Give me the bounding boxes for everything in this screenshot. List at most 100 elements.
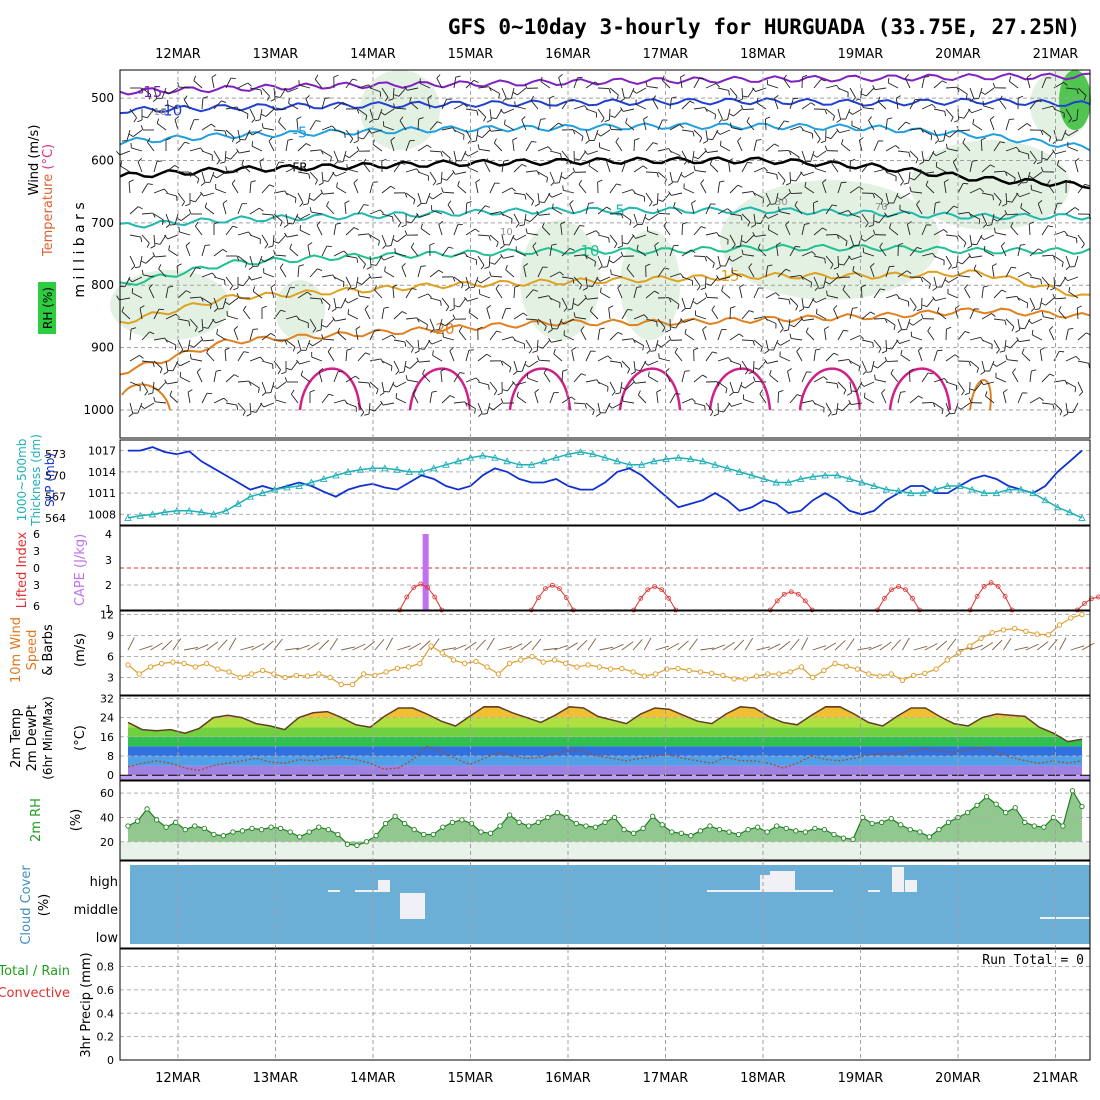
wind-barb-flag: [229, 285, 234, 291]
li-axis-label: Lifted Index: [15, 531, 30, 608]
wind-barb: [831, 162, 839, 173]
wind-barb-flag: [889, 223, 892, 229]
wind-barb: [489, 87, 500, 94]
wind-barb: [728, 161, 731, 173]
wind-barb: [527, 232, 539, 236]
wind-barb-flag: [193, 75, 197, 81]
temperature-contour: [119, 206, 1091, 229]
wind-barb-10m: [509, 643, 523, 651]
wind-barb-flag: [392, 383, 397, 388]
wind-barb: [945, 86, 958, 89]
wind-barb: [972, 123, 983, 131]
wind-barb: [830, 129, 839, 139]
wind-barb-flag: [684, 328, 687, 334]
wind-barb-flag: [677, 304, 680, 310]
wind-barb: [757, 247, 767, 257]
wind-barb: [768, 229, 779, 236]
rh-point: [402, 820, 408, 827]
wind-barb-flag: [600, 287, 602, 293]
wind-barb-flag: [810, 102, 816, 106]
thickness-point: [234, 499, 242, 507]
wind-barb: [292, 213, 299, 225]
wind-barb-flag: [579, 225, 585, 227]
thickness-point: [466, 453, 475, 461]
li-point: [652, 584, 658, 589]
wind-barb-flag: [909, 177, 915, 181]
wind-barb: [1065, 234, 1077, 239]
li-point: [995, 583, 1001, 589]
wind-barb-flag: [991, 313, 996, 317]
wind-barb: [748, 267, 755, 278]
wind-barb: [731, 272, 743, 278]
wind-barb-flag: [497, 392, 503, 396]
wind-barb-flag: [473, 79, 479, 83]
wind-barb-flag: [260, 402, 265, 408]
wind-barb-flag: [985, 391, 988, 397]
thickness-point: [894, 487, 903, 494]
wind-barb: [486, 402, 491, 414]
wind-barb: [837, 330, 844, 341]
wind-barb: [608, 308, 611, 320]
wind-barb: [440, 371, 443, 383]
wind-barb-flag: [964, 392, 970, 396]
wind-barb-flag: [710, 411, 714, 417]
rh-point: [430, 831, 436, 838]
wind-barb: [549, 318, 553, 330]
wind-barb: [344, 203, 347, 215]
wind-barb: [752, 360, 755, 373]
wind-barb-flag: [255, 119, 261, 122]
wind-barb-flag: [671, 96, 677, 99]
wind-barb: [573, 276, 582, 286]
li-point: [645, 587, 651, 593]
wind-barb: [729, 381, 734, 393]
wind-barb-flag: [1020, 203, 1023, 209]
wind-barb-flag: [524, 363, 530, 368]
wind-barb-flag: [221, 100, 227, 104]
wind-barb: [1005, 146, 1017, 152]
wind-barb-flag: [755, 222, 761, 225]
wind-barb: [438, 318, 443, 330]
wind-barb-flag: [788, 299, 791, 305]
wind-barb: [1065, 207, 1076, 215]
cloud-block: [355, 890, 380, 892]
li-point: [1082, 601, 1087, 606]
wind-barb: [657, 267, 665, 278]
wind-barb-flag: [379, 392, 385, 396]
rh-point: [1003, 809, 1009, 816]
wind-barb: [261, 381, 267, 393]
wind-barb: [309, 268, 318, 278]
slp-tick-label: 1008: [88, 508, 116, 521]
wind-barb-flag: [440, 368, 446, 372]
thickness-point: [295, 482, 303, 489]
wind-barb-flag: [268, 137, 273, 142]
wind-barb: [635, 104, 647, 110]
wind-barb: [879, 246, 887, 257]
wind-barb-flag: [804, 181, 807, 187]
wind-barb-flag: [938, 140, 944, 143]
wind-barb: [538, 359, 551, 362]
wind-barb-10m: [1025, 643, 1039, 651]
wind-barb-flag: [964, 331, 970, 334]
wind-barb-flag: [189, 344, 195, 348]
wind-barb: [945, 205, 954, 215]
wind-barb-flag: [588, 160, 591, 166]
wind-speed-point: [922, 670, 928, 676]
wind-barb-flag: [932, 296, 936, 301]
wind-barb: [357, 108, 368, 116]
wind-barb-flag: [352, 78, 358, 81]
wind-barb-flag: [595, 413, 601, 417]
wind-barb: [843, 255, 851, 266]
wind-speed-point: [630, 669, 636, 675]
wind-barb: [490, 275, 503, 278]
wind-barb-flag: [174, 164, 180, 169]
li-tick-label: 3: [33, 545, 40, 558]
wind-barb: [654, 339, 659, 351]
wind-barb-flag: [369, 408, 375, 412]
wind-barb: [683, 188, 695, 194]
wind-barb: [392, 87, 395, 100]
wind-barb-flag: [996, 349, 1000, 354]
wind-barb-flag: [379, 209, 384, 214]
wind-barb: [969, 161, 973, 173]
wind-barb: [369, 381, 379, 390]
wind-barb-flag: [693, 156, 699, 160]
